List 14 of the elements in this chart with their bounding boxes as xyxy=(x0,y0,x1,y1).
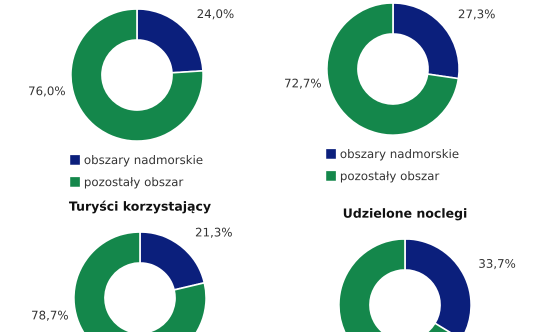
data-label: 76,0% xyxy=(29,86,65,96)
legend-label: obszary nadmorskie xyxy=(340,149,458,160)
data-label: 72,7% xyxy=(285,78,321,89)
legend-label: obszary nadmorskie xyxy=(84,155,202,166)
data-label: 27,3% xyxy=(458,9,495,20)
chart-title: Udzielone noclegi xyxy=(344,208,466,220)
chart-title: Turyści korzystający xyxy=(68,200,211,214)
data-label: 33,7% xyxy=(479,259,516,270)
data-label: 78,7% xyxy=(32,310,68,321)
data-label: 21,3% xyxy=(196,228,232,238)
legend-label: pozostały obszar xyxy=(84,177,184,189)
data-label: 24,0% xyxy=(198,9,234,20)
legend-label: pozostały obszar xyxy=(340,171,440,183)
donut-slice xyxy=(326,2,460,136)
